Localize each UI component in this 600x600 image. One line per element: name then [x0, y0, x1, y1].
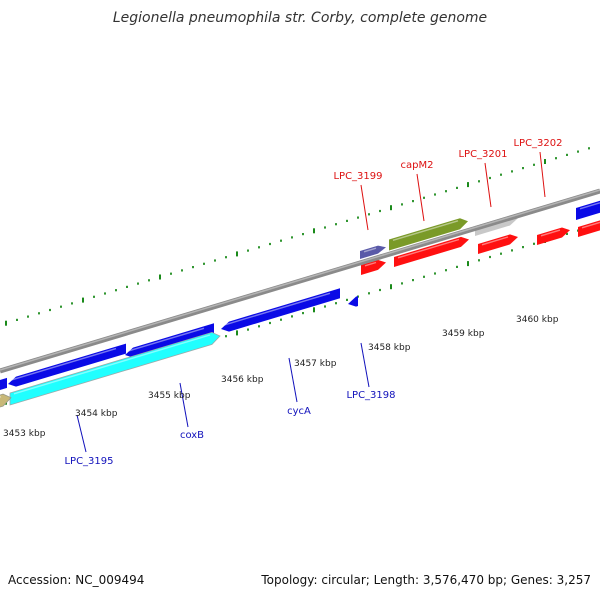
gene-label-lpc-3202[interactable]: LPC_3202: [513, 138, 562, 149]
gene-label-coxb[interactable]: coxB: [180, 430, 204, 441]
gene-label-capm2[interactable]: capM2: [401, 160, 434, 171]
gene-feature-cyca[interactable]: [221, 288, 340, 332]
gene-feature-lpc-3198[interactable]: [348, 296, 358, 307]
gene-feature-lpc-3202-highlight: [540, 229, 561, 237]
label-callout-lines: [76, 151, 546, 453]
gene-feature-lpc-3201-red-highlight: [481, 236, 509, 246]
major-tick-marks: [5, 159, 546, 405]
gene-feature-cyca-highlight: [224, 292, 331, 326]
gene-feature-lpc-3202[interactable]: [537, 227, 570, 246]
gene-feature-lpc-3199[interactable]: [361, 259, 386, 275]
tick-label-3457: 3457 kbp: [294, 359, 337, 369]
gene-feature-lpc-3199-slate[interactable]: [360, 245, 386, 259]
gene-feature-capm2-red-highlight: [397, 238, 460, 259]
gene-feature-lpc-3199-slate-highlight: [363, 247, 377, 253]
genome-backbone-highlight: [0, 189, 600, 371]
callout-capm2: [416, 173, 425, 222]
gene-feature-left-edge[interactable]: [0, 377, 7, 391]
gene-feature-coxb-blue-highlight: [128, 327, 205, 352]
gene-feature-right-edge-red-highlight: [581, 221, 600, 229]
callout-lpc-3202: [539, 151, 546, 198]
gene-feature-coxb-blue[interactable]: [125, 323, 214, 358]
gene-feature-coxa-highlight: [11, 347, 117, 381]
gene-feature-coxb-highlight: [13, 334, 211, 395]
gene-label-lpc-3201[interactable]: LPC_3201: [458, 149, 507, 160]
callout-lpc-3195: [76, 414, 87, 453]
tick-label-3453: 3453 kbp: [3, 429, 46, 439]
tick-label-3456: 3456 kbp: [221, 375, 264, 385]
gene-feature-lpc-3195[interactable]: [0, 393, 12, 410]
callout-lpc-3199: [360, 184, 369, 231]
gene-label-lpc-3198[interactable]: LPC_3198: [346, 390, 395, 401]
gene-feature-capm2[interactable]: [389, 218, 468, 251]
accession-text: Accession: NC_009494: [8, 573, 145, 587]
tick-label-3455: 3455 kbp: [148, 391, 191, 401]
tick-label-3459: 3459 kbp: [442, 329, 485, 339]
genome-summary-text: Topology: circular; Length: 3,576,470 bp…: [261, 573, 591, 587]
callout-cyca: [288, 357, 298, 403]
gene-feature-lpc-3202-upper-highlight: [579, 202, 600, 210]
tick-label-3460: 3460 kbp: [516, 315, 559, 325]
callout-coxb: [179, 382, 189, 428]
gene-feature-coxa[interactable]: [8, 343, 126, 387]
gene-features[interactable]: [0, 200, 600, 410]
genome-title: Legionella pneumophila str. Corby, compl…: [113, 10, 487, 26]
genome-backbone-layer: [0, 188, 600, 374]
tick-label-3458: 3458 kbp: [368, 343, 411, 353]
gene-feature-capm2-red[interactable]: [394, 236, 469, 267]
gene-feature-capm2-highlight: [392, 220, 459, 241]
gene-feature-lpc-3199-highlight: [364, 261, 377, 267]
gene-feature-coxb[interactable]: [9, 331, 221, 406]
genome-backbone: [0, 188, 600, 374]
callout-lpc-3201: [484, 162, 492, 208]
tick-label-3454: 3454 kbp: [75, 409, 118, 419]
gene-label-lpc-3195[interactable]: LPC_3195: [64, 456, 113, 467]
gene-feature-right-edge-red[interactable]: [578, 220, 600, 237]
gene-label-lpc-3199[interactable]: LPC_3199: [333, 171, 382, 182]
gene-label-cyca[interactable]: cycA: [287, 406, 311, 417]
gene-feature-lpc-3202-upper[interactable]: [576, 200, 600, 220]
gene-feature-lpc-3201-red[interactable]: [478, 234, 518, 254]
callout-lpc-3198: [360, 342, 370, 388]
